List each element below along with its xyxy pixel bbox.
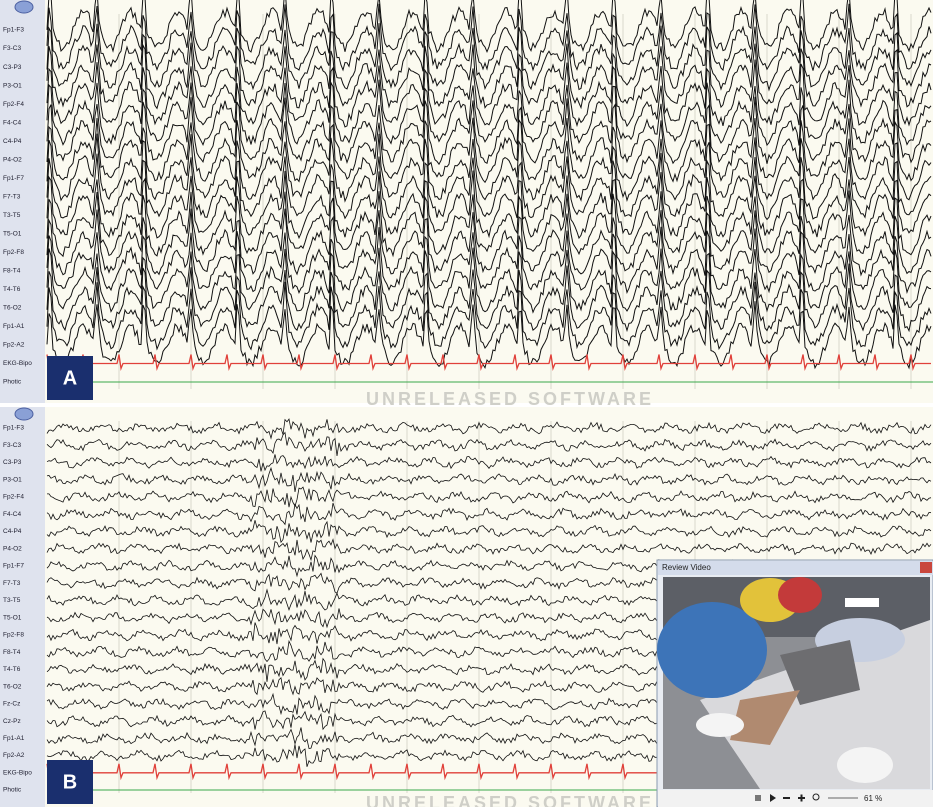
- face-cover: [845, 598, 879, 607]
- zoom-level: 61 %: [864, 794, 882, 803]
- watermark: UNRELEASED SOFTWARE: [366, 389, 654, 409]
- montage-icon: [15, 408, 33, 420]
- channel-label: Cz-Pz: [3, 718, 21, 725]
- channel-label: F7-T3: [3, 580, 21, 587]
- channel-label: F8-T4: [3, 268, 21, 275]
- close-button[interactable]: [920, 562, 932, 573]
- sock-left: [696, 713, 744, 737]
- channel-label: T6-O2: [3, 305, 22, 312]
- channel-label: Photic: [3, 379, 22, 386]
- channel-label: Fp2-F8: [3, 632, 24, 639]
- channel-label: F4-C4: [3, 119, 21, 126]
- channel-label: Fp2-F4: [3, 101, 24, 108]
- window-title: Review Video: [662, 563, 711, 572]
- channel-label: Fp1-F3: [3, 27, 24, 34]
- sock-right: [837, 747, 893, 783]
- watermark: UNRELEASED SOFTWARE: [366, 793, 654, 807]
- channel-label: T4-T6: [3, 666, 21, 673]
- channel-label: F3-C3: [3, 442, 21, 449]
- channel-label: T3-T5: [3, 597, 21, 604]
- channel-label: P3-O1: [3, 82, 22, 89]
- label-column-b: [0, 407, 45, 807]
- channel-label: T3-T5: [3, 212, 21, 219]
- channel-label: Photic: [3, 787, 22, 794]
- channel-label: Fz-Cz: [3, 701, 20, 708]
- channel-label: F8-T4: [3, 649, 21, 656]
- channel-label: F7-T3: [3, 193, 21, 200]
- channel-label: T5-O1: [3, 614, 22, 621]
- stop-button[interactable]: [755, 795, 761, 801]
- channel-label: C3-P3: [3, 459, 22, 466]
- channel-label: EKG-Bipo: [3, 769, 32, 776]
- channel-label: Fp1-F7: [3, 563, 24, 570]
- montage-icon: [15, 1, 33, 13]
- panel-letter: A: [63, 367, 77, 389]
- video-window: Review Video 61 %: [657, 560, 933, 807]
- channel-label: P4-O2: [3, 545, 22, 552]
- channel-label: Fp1-F7: [3, 175, 24, 182]
- panel-letter: B: [63, 771, 77, 793]
- channel-label: Fp1-F3: [3, 425, 24, 432]
- channel-label: T6-O2: [3, 683, 22, 690]
- channel-label: T4-T6: [3, 286, 21, 293]
- channel-label: F4-C4: [3, 511, 21, 518]
- channel-label: P4-O2: [3, 156, 22, 163]
- channel-label: Fp2-A2: [3, 752, 25, 759]
- channel-label: Fp1-A1: [3, 735, 25, 742]
- zoom-out-button[interactable]: [783, 797, 790, 799]
- channel-label: C3-P3: [3, 64, 22, 71]
- control-bar: [658, 790, 933, 807]
- channel-label: T5-O1: [3, 231, 22, 238]
- eeg-screenshot: Fp1-F3 F3-C3 C3-P3 P3-O1 Fp2-F4 F4-C4 C4-P4 P4-…: [0, 0, 933, 807]
- channel-label: C4-P4: [3, 138, 22, 145]
- channel-label: P3-O1: [3, 476, 22, 483]
- channel-label: C4-P4: [3, 528, 22, 535]
- channel-label: F3-C3: [3, 45, 21, 52]
- channel-label: Fp2-F8: [3, 249, 24, 256]
- pillow-red: [778, 577, 822, 613]
- channel-label: Fp2-A2: [3, 342, 25, 349]
- channel-label: Fp2-F4: [3, 494, 24, 501]
- channel-label: Fp1-A1: [3, 323, 25, 330]
- channel-label: EKG-Bipo: [3, 360, 32, 367]
